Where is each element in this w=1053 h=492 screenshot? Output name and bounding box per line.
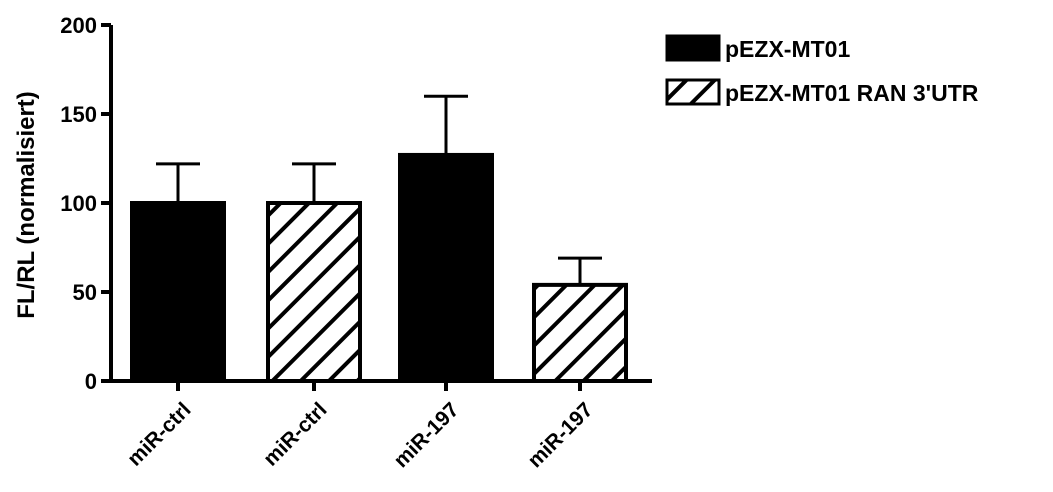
y-tick-label: 50: [73, 280, 97, 305]
x-tick-label: miR-197: [523, 398, 597, 472]
legend-swatch: [665, 78, 721, 106]
x-tick-label: miR-197: [389, 398, 463, 472]
bar: [532, 282, 628, 384]
plot-area: 0 50 100 150 200 miR-ctrl miR-ctrl miR-197 miR-1…: [60, 13, 652, 472]
bar: [130, 201, 226, 383]
y-tick-label: 150: [60, 102, 97, 127]
x-tick-label: miR-ctrl: [123, 398, 195, 470]
y-tick-label: 100: [60, 191, 97, 216]
y-tick-label: 0: [85, 369, 97, 394]
legend-label: pEZX-MT01 RAN 3'UTR: [725, 80, 979, 106]
bar: [266, 201, 362, 383]
x-tick-label: miR-ctrl: [259, 398, 331, 470]
legend: pEZX-MT01 pEZX-MT01 RAN 3'UTR: [665, 34, 979, 106]
legend-label: pEZX-MT01: [725, 36, 850, 62]
bar: [398, 152, 494, 383]
y-axis-label: FL/RL (normalisiert): [13, 91, 40, 319]
y-tick-label: 200: [60, 13, 97, 38]
legend-swatch: [665, 34, 721, 62]
